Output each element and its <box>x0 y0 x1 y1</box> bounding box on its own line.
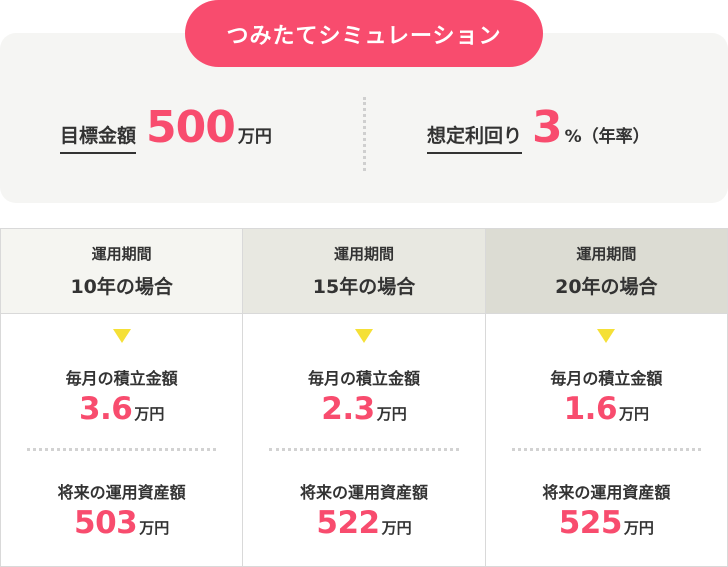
result-column-15y: 運用期間 15年の場合 毎月の積立金額 2.3 万円 将来の運用資産額 522 … <box>243 229 486 566</box>
monthly-contribution: 3.6 万円 <box>1 394 242 425</box>
column-header: 運用期間 15年の場合 <box>243 229 485 314</box>
target-amount-label: 目標金額 <box>60 121 137 154</box>
expected-return-label: 想定利回り <box>427 121 523 154</box>
target-amount-unit: 万円 <box>237 127 272 147</box>
dotted-divider <box>269 448 459 451</box>
monthly-contribution-label: 毎月の積立金額 <box>307 369 420 388</box>
column-body: 毎月の積立金額 2.3 万円 将来の運用資産額 522 万円 <box>243 314 484 566</box>
future-assets-value: 503 <box>74 505 138 541</box>
column-header: 運用期間 20年の場合 <box>485 229 727 314</box>
vertical-divider <box>363 97 366 171</box>
period-label: 運用期間 <box>333 245 394 263</box>
future-assets: 503 万円 <box>1 508 242 539</box>
expected-return: 想定利回り 3 %（年率） <box>427 106 650 154</box>
future-assets-unit: 万円 <box>381 519 412 537</box>
triangle-down-icon <box>354 329 373 343</box>
period-label: 運用期間 <box>576 245 637 263</box>
simulation-title-badge: つみたてシミュレーション <box>185 0 543 67</box>
expected-return-value: 3 <box>532 102 563 153</box>
future-assets: 522 万円 <box>243 508 484 539</box>
future-assets-value: 522 <box>316 505 380 541</box>
dotted-divider <box>511 448 701 451</box>
monthly-contribution-value: 2.3 <box>321 391 375 427</box>
dotted-divider <box>27 448 217 451</box>
results-table: 運用期間 10年の場合 毎月の積立金額 3.6 万円 将来の運用資産額 503 … <box>0 228 728 567</box>
period-value: 20年の場合 <box>555 276 658 298</box>
future-assets-unit: 万円 <box>623 519 654 537</box>
column-body: 毎月の積立金額 3.6 万円 将来の運用資産額 503 万円 <box>1 314 242 566</box>
monthly-contribution: 1.6 万円 <box>486 394 727 425</box>
monthly-contribution-label: 毎月の積立金額 <box>550 369 663 388</box>
triangle-down-icon <box>597 329 616 343</box>
result-column-20y: 運用期間 20年の場合 毎月の積立金額 1.6 万円 将来の運用資産額 525 … <box>485 229 727 566</box>
future-assets: 525 万円 <box>486 508 727 539</box>
target-amount-value: 500 <box>146 102 236 153</box>
monthly-contribution-unit: 万円 <box>134 405 165 423</box>
monthly-contribution-label: 毎月の積立金額 <box>65 369 178 388</box>
column-body: 毎月の積立金額 1.6 万円 将来の運用資産額 525 万円 <box>486 314 727 566</box>
future-assets-unit: 万円 <box>139 519 170 537</box>
monthly-contribution: 2.3 万円 <box>243 394 484 425</box>
column-header: 運用期間 10年の場合 <box>1 229 243 314</box>
period-label: 運用期間 <box>91 245 152 263</box>
period-value: 10年の場合 <box>70 276 173 298</box>
future-assets-label: 将来の運用資産額 <box>299 483 428 502</box>
expected-return-unit: %（年率） <box>564 127 650 147</box>
future-assets-label: 将来の運用資産額 <box>542 483 671 502</box>
monthly-contribution-value: 3.6 <box>78 391 133 427</box>
monthly-contribution-unit: 万円 <box>376 405 407 423</box>
target-amount: 目標金額 500 万円 <box>60 106 272 154</box>
future-assets-label: 将来の運用資産額 <box>57 483 186 502</box>
result-column-10y: 運用期間 10年の場合 毎月の積立金額 3.6 万円 将来の運用資産額 503 … <box>1 229 244 566</box>
future-assets-value: 525 <box>558 505 623 541</box>
period-value: 15年の場合 <box>312 276 416 298</box>
monthly-contribution-value: 1.6 <box>563 391 618 427</box>
monthly-contribution-unit: 万円 <box>619 405 650 423</box>
triangle-down-icon <box>112 329 131 343</box>
